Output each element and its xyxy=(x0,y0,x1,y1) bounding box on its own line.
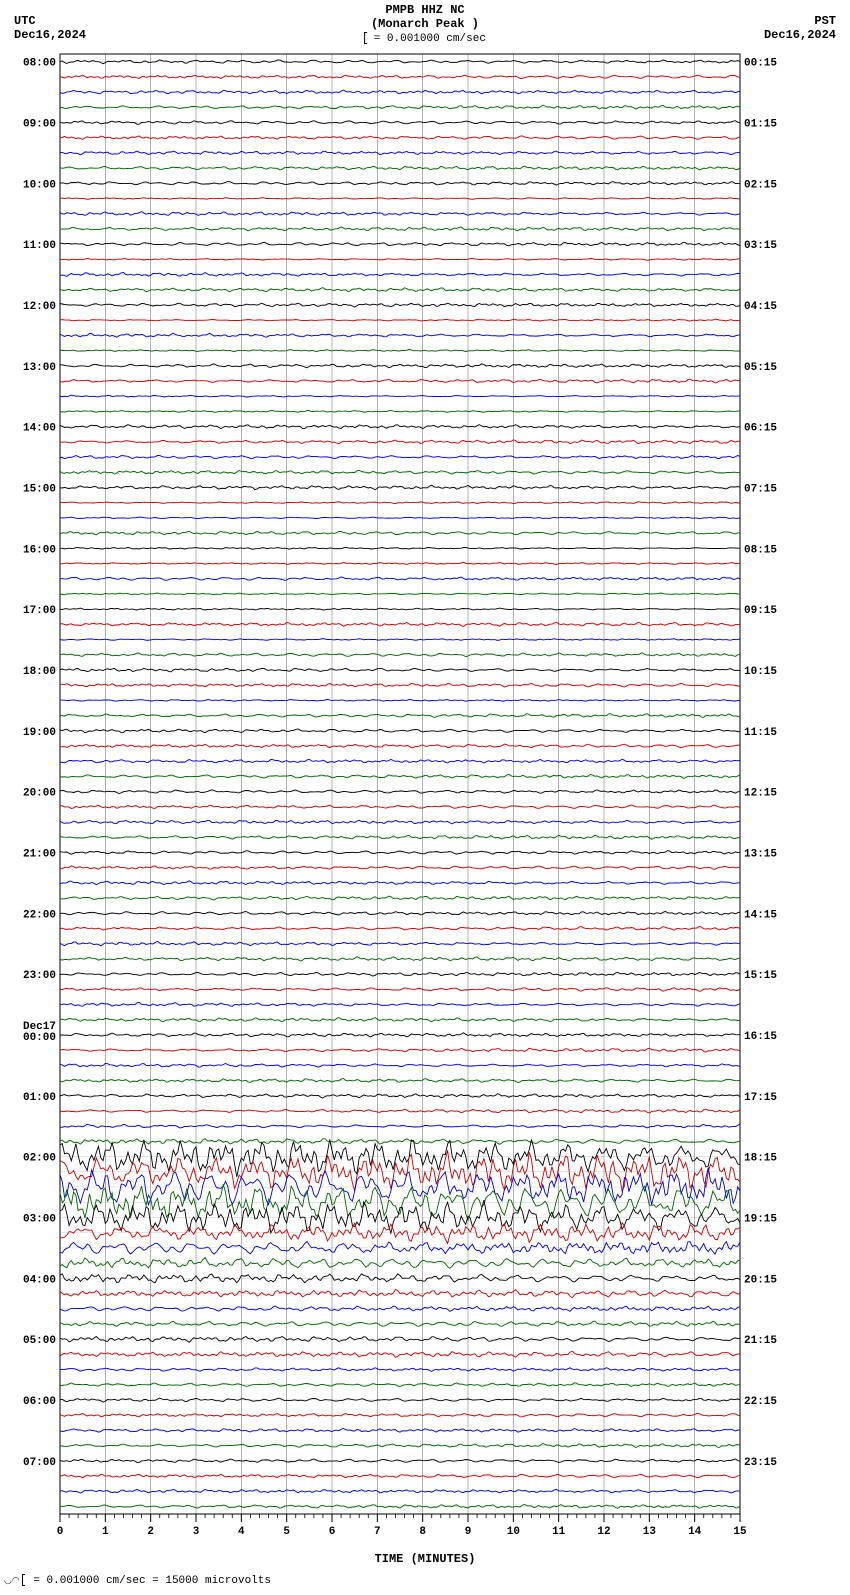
svg-text:08:15: 08:15 xyxy=(744,544,777,556)
svg-text:17:00: 17:00 xyxy=(23,605,56,617)
svg-text:13:15: 13:15 xyxy=(744,848,777,860)
svg-text:10:15: 10:15 xyxy=(744,666,777,678)
svg-text:08:00: 08:00 xyxy=(23,58,56,70)
svg-text:18:15: 18:15 xyxy=(744,1153,777,1165)
svg-text:04:15: 04:15 xyxy=(744,301,777,313)
svg-text:5: 5 xyxy=(283,1526,290,1538)
svg-text:15:00: 15:00 xyxy=(23,483,56,495)
svg-text:11: 11 xyxy=(552,1526,566,1538)
svg-text:23:15: 23:15 xyxy=(744,1457,777,1469)
svg-text:16:00: 16:00 xyxy=(23,544,56,556)
svg-text:0: 0 xyxy=(57,1526,64,1538)
seismogram-plot: 08:00 00:15 09:00 01:15 10:00 02:15 11:00 03:15… xyxy=(14,48,836,1550)
svg-text:23:00: 23:00 xyxy=(23,970,56,982)
station-title-block: PMPB HHZ NC (Monarch Peak ) xyxy=(371,3,479,32)
svg-text:04:00: 04:00 xyxy=(23,1274,56,1286)
svg-text:01:00: 01:00 xyxy=(23,1092,56,1104)
svg-text:06:00: 06:00 xyxy=(23,1396,56,1408)
svg-text:10:00: 10:00 xyxy=(23,179,56,191)
x-axis-label: TIME (MINUTES) xyxy=(0,1552,850,1566)
svg-text:21:15: 21:15 xyxy=(744,1335,777,1347)
svg-text:12:00: 12:00 xyxy=(23,301,56,313)
svg-text:17:15: 17:15 xyxy=(744,1092,777,1104)
svg-text:13:00: 13:00 xyxy=(23,362,56,374)
svg-text:03:00: 03:00 xyxy=(23,1213,56,1225)
svg-text:11:15: 11:15 xyxy=(744,727,777,739)
svg-text:10: 10 xyxy=(507,1526,520,1538)
svg-text:22:00: 22:00 xyxy=(23,909,56,921)
svg-text:00:00: 00:00 xyxy=(23,1032,56,1044)
svg-text:12:15: 12:15 xyxy=(744,788,777,800)
svg-text:20:00: 20:00 xyxy=(23,788,56,800)
svg-text:2: 2 xyxy=(147,1526,154,1538)
svg-text:1: 1 xyxy=(102,1526,109,1538)
svg-text:14:15: 14:15 xyxy=(744,909,777,921)
svg-text:01:15: 01:15 xyxy=(744,118,777,130)
chart-header: UTC Dec16,2024 PMPB HHZ NC (Monarch Peak… xyxy=(0,0,850,48)
svg-text:15:15: 15:15 xyxy=(744,970,777,982)
footer-scale: ◡◠ = 0.001000 cm/sec = 15000 microvolts xyxy=(0,1566,850,1595)
svg-text:02:15: 02:15 xyxy=(744,179,777,191)
svg-text:20:15: 20:15 xyxy=(744,1274,777,1286)
footer-text-b: 15000 microvolts xyxy=(165,1575,271,1587)
svg-text:02:00: 02:00 xyxy=(23,1153,56,1165)
right-timezone-block: PST Dec16,2024 xyxy=(764,14,836,43)
scale-indicator: = 0.001000 cm/sec xyxy=(364,32,486,45)
svg-text:9: 9 xyxy=(465,1526,472,1538)
svg-text:19:00: 19:00 xyxy=(23,727,56,739)
svg-text:06:15: 06:15 xyxy=(744,423,777,435)
scale-bar-icon xyxy=(364,32,367,44)
svg-text:05:15: 05:15 xyxy=(744,362,777,374)
station-name: (Monarch Peak ) xyxy=(371,17,479,31)
svg-text:13: 13 xyxy=(643,1526,657,1538)
svg-text:14: 14 xyxy=(688,1526,702,1538)
svg-text:3: 3 xyxy=(193,1526,200,1538)
svg-text:03:15: 03:15 xyxy=(744,240,777,252)
svg-text:15: 15 xyxy=(733,1526,747,1538)
svg-text:00:15: 00:15 xyxy=(744,58,777,70)
right-tz-label: PST xyxy=(764,14,836,28)
svg-text:7: 7 xyxy=(374,1526,381,1538)
svg-text:14:00: 14:00 xyxy=(23,423,56,435)
svg-text:07:15: 07:15 xyxy=(744,483,777,495)
svg-text:6: 6 xyxy=(329,1526,336,1538)
svg-text:18:00: 18:00 xyxy=(23,666,56,678)
footer-scale-bar-icon xyxy=(22,1574,25,1586)
left-timezone-block: UTC Dec16,2024 xyxy=(14,14,86,43)
right-date: Dec16,2024 xyxy=(764,28,836,42)
svg-text:11:00: 11:00 xyxy=(23,240,56,252)
svg-text:21:00: 21:00 xyxy=(23,848,56,860)
left-date: Dec16,2024 xyxy=(14,28,86,42)
scale-text: = 0.001000 cm/sec xyxy=(374,33,486,45)
svg-text:8: 8 xyxy=(419,1526,426,1538)
svg-text:12: 12 xyxy=(597,1526,610,1538)
svg-text:09:00: 09:00 xyxy=(23,118,56,130)
svg-text:19:15: 19:15 xyxy=(744,1213,777,1225)
svg-text:05:00: 05:00 xyxy=(23,1335,56,1347)
svg-text:09:15: 09:15 xyxy=(744,605,777,617)
svg-text:4: 4 xyxy=(238,1526,245,1538)
svg-text:07:00: 07:00 xyxy=(23,1457,56,1469)
station-code: PMPB HHZ NC xyxy=(371,3,479,17)
svg-text:16:15: 16:15 xyxy=(744,1031,777,1043)
svg-text:22:15: 22:15 xyxy=(744,1396,777,1408)
seismogram-svg: 08:00 00:15 09:00 01:15 10:00 02:15 11:00 03:15… xyxy=(14,48,786,1550)
left-tz-label: UTC xyxy=(14,14,86,28)
footer-text-a: = 0.001000 cm/sec = xyxy=(33,1575,165,1587)
